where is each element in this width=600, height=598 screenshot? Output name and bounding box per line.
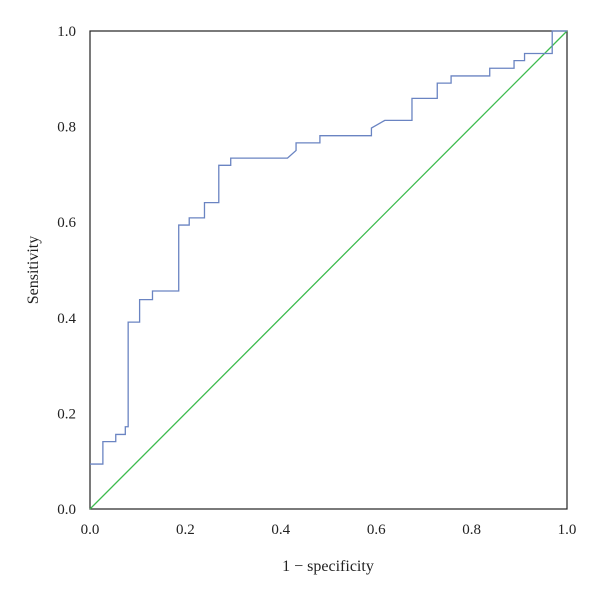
x-tick-label: 0.6 <box>367 522 386 538</box>
roc-curve-line <box>90 30 567 465</box>
x-tick-label: 0.8 <box>462 522 481 538</box>
x-tick-label: 0.4 <box>271 522 290 538</box>
y-tick-label: 0.2 <box>57 406 76 422</box>
y-tick-label: 0.8 <box>57 120 76 136</box>
y-tick-label: 1.0 <box>57 24 76 40</box>
y-axis: 0.0 0.2 0.4 0.6 0.8 1.0 <box>57 24 76 518</box>
y-axis-label: Sensitivity <box>25 236 42 304</box>
x-tick-label: 1.0 <box>558 522 577 538</box>
series-layer <box>89 30 568 510</box>
y-tick-label: 0.4 <box>57 311 76 327</box>
plot-frame <box>89 30 568 510</box>
y-tick-label: 0.0 <box>57 502 76 518</box>
x-axis-label: 1 − specificity <box>282 558 374 575</box>
reference-diagonal-line <box>89 30 568 510</box>
y-tick-label: 0.6 <box>57 215 76 231</box>
x-tick-label: 0.2 <box>176 522 195 538</box>
x-axis: 0.0 0.2 0.4 0.6 0.8 1.0 <box>81 522 577 538</box>
x-tick-label: 0.0 <box>81 522 100 538</box>
